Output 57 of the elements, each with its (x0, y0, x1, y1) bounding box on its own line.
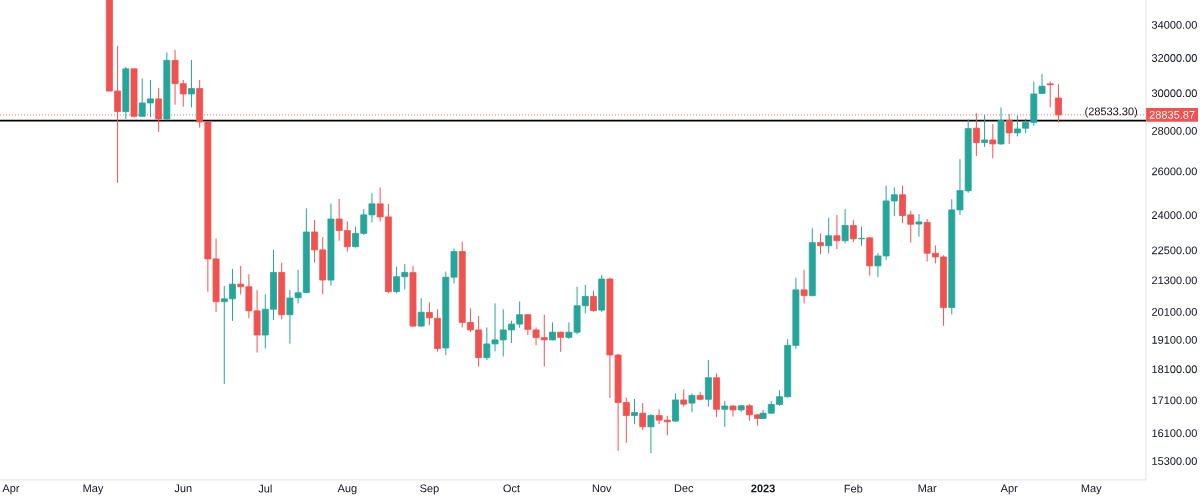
y-tick-label: 21300.00 (1152, 276, 1197, 285)
candlestick (915, 213, 923, 238)
y-tick-label: 17100.00 (1152, 396, 1197, 405)
y-tick-label: 20100.00 (1152, 308, 1197, 316)
y-tick-label: 30000.00 (1151, 89, 1197, 98)
candlestick (549, 321, 556, 341)
candlestick (188, 59, 195, 108)
candlestick (841, 208, 849, 244)
x-tick-label: Feb (844, 484, 863, 493)
x-tick-label: Sep (420, 484, 439, 495)
x-tick-label: Jul (258, 484, 272, 493)
x-tick-label: 2023 (751, 484, 775, 493)
x-tick-label: Apr (2, 484, 20, 495)
x-tick-label: Aug (337, 484, 357, 495)
ref-line-label: (28533.30) (1085, 107, 1138, 118)
y-tick-label: 26000.00 (1152, 167, 1197, 176)
x-tick-label: May (83, 484, 104, 495)
x-tick-label: Jun (174, 484, 192, 493)
candlestick (1046, 81, 1054, 108)
ref-line-label: 28835.87 (1149, 110, 1195, 119)
x-tick-label: Mar (918, 484, 937, 493)
candlestick (817, 232, 824, 255)
y-tick-label: 28000.00 (1152, 127, 1197, 135)
candlestick (647, 413, 655, 454)
candlestick (800, 269, 808, 304)
candlestick (639, 402, 647, 431)
y-tick-label: 19100.00 (1152, 336, 1197, 344)
x-tick-label: May (1081, 484, 1102, 495)
y-tick-label: 16100.00 (1152, 429, 1197, 438)
y-tick-label: 34000.00 (1151, 21, 1197, 29)
candlestick (1055, 83, 1062, 123)
candlestick (590, 290, 597, 313)
candlestick (672, 392, 679, 423)
candlestick (849, 219, 857, 243)
x-tick-label: Dec (674, 484, 694, 493)
y-tick-label: 32000.00 (1151, 54, 1197, 62)
y-tick-label: 22500.00 (1152, 246, 1197, 255)
y-tick-label: 18100.00 (1152, 365, 1197, 374)
candlestick (557, 330, 565, 353)
candlestick (155, 87, 163, 133)
y-tick-label: 24000.00 (1152, 211, 1197, 219)
candlestick (825, 217, 833, 254)
candlestick (425, 301, 433, 326)
candlestick (729, 404, 737, 417)
candlestick (417, 297, 425, 328)
candlestick (704, 359, 712, 408)
x-tick-label: Nov (592, 484, 612, 493)
candlestick (721, 400, 729, 428)
candlestick (981, 114, 989, 148)
candlestick (631, 398, 638, 425)
x-tick-label: Apr (1000, 484, 1018, 495)
candlestick (833, 214, 841, 250)
candlestick (688, 392, 696, 413)
candlestick (997, 106, 1005, 146)
y-tick-label: 15300.00 (1152, 457, 1197, 465)
x-tick-label: Oct (503, 484, 520, 493)
candlestick (989, 123, 997, 159)
